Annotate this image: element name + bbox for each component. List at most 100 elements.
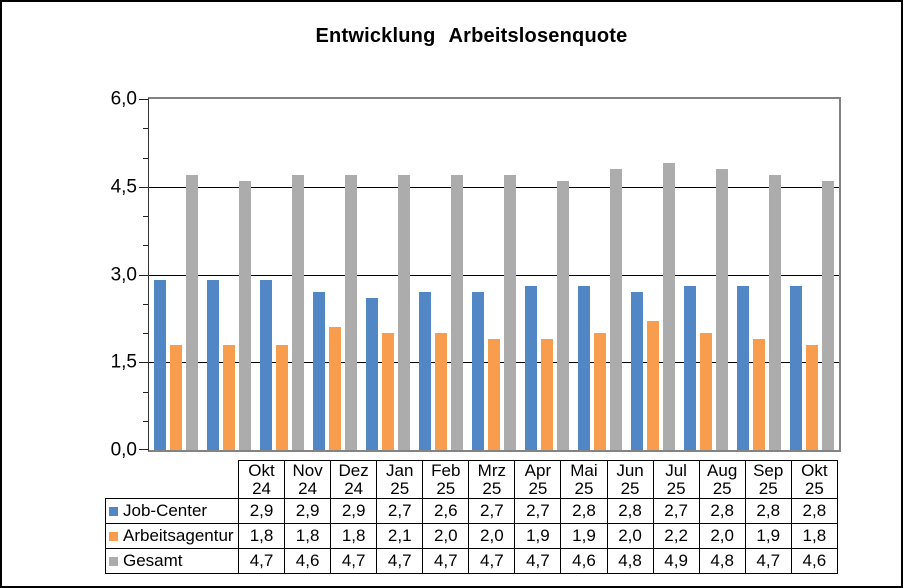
column-header-jun-25: Jun 25 <box>606 460 654 499</box>
bar-gesamt <box>822 180 835 450</box>
value-cell: 1,9 <box>514 523 562 549</box>
bar-arbeitsagentur <box>806 344 819 450</box>
value-cell: 2,0 <box>422 523 470 549</box>
bar-job-center <box>737 286 750 450</box>
value-cell: 1,9 <box>744 523 792 549</box>
y-tick-label: 0,0 <box>110 439 137 461</box>
value-cell: 4,8 <box>698 548 746 574</box>
value-cell: 4,7 <box>468 548 516 574</box>
value-cell: 2,7 <box>376 498 424 524</box>
y-minor-tick <box>143 421 148 422</box>
data-table: Okt 24 Nov 24 Dez 24 Jan 25 Feb 25 Mrz 25 Apr 25 Mai 25… <box>105 460 839 574</box>
bar-group-aug-25 <box>680 99 733 450</box>
value-cell: 2,9 <box>237 498 286 524</box>
y-axis-ticks <box>139 99 148 450</box>
y-minor-tick <box>143 216 148 217</box>
y-minor-tick <box>143 158 148 159</box>
value-cell: 4,7 <box>376 548 424 574</box>
y-tick-label: 1,5 <box>110 351 137 373</box>
bar-group-jun-25 <box>574 99 627 450</box>
y-major-tick <box>139 362 148 363</box>
y-minor-tick <box>143 304 148 305</box>
bar-arbeitsagentur <box>381 333 394 450</box>
bar-arbeitsagentur <box>488 338 500 450</box>
y-axis-labels: 6,0 4,5 3,0 1,5 0,0 <box>82 90 137 460</box>
value-cell: 2,1 <box>376 523 424 549</box>
value-cell: 2,0 <box>606 523 654 549</box>
bar-group-jul-25 <box>627 99 680 450</box>
value-cell: 4,6 <box>284 548 332 574</box>
bar-group-mai-25 <box>521 99 574 450</box>
bar-arbeitsagentur <box>594 333 607 450</box>
value-cell: 2,8 <box>560 498 608 524</box>
bar-gesamt <box>185 175 198 450</box>
y-minor-tick <box>143 128 148 129</box>
table-row-job-center: Job-Center 2,9 2,9 2,9 2,7 2,6 2,7 2,7 2,8 2,8 2,7… <box>105 498 839 524</box>
bar-group-dez-24 <box>255 99 308 450</box>
bar-gesamt <box>769 175 782 450</box>
value-cell: 2,8 <box>744 498 792 524</box>
bar-arbeitsagentur <box>275 344 288 450</box>
series-label-cell: Arbeitsagentur <box>105 523 239 549</box>
bar-job-center <box>365 297 378 450</box>
bar-gesamt <box>716 169 729 450</box>
column-header-mrz-25: Mrz 25 <box>468 460 516 499</box>
column-header-sep-25: Sep 25 <box>744 460 792 499</box>
bar-job-center <box>631 292 644 450</box>
value-cell: 2,0 <box>468 523 516 549</box>
column-header-dez-24: Dez 24 <box>330 460 378 499</box>
bar-job-center <box>259 280 272 450</box>
bar-job-center <box>312 292 325 450</box>
bar-group-okt-25 <box>786 99 839 450</box>
column-header-okt-25: Okt 25 <box>790 460 839 499</box>
value-cell: 4,7 <box>237 548 286 574</box>
series-label-cell: Job-Center <box>105 498 239 524</box>
value-cell: 2,7 <box>514 498 562 524</box>
value-cell: 4,7 <box>744 548 792 574</box>
bar-job-center <box>472 292 484 450</box>
column-header-aug-25: Aug 25 <box>698 460 746 499</box>
bar-group-okt-24 <box>149 99 202 450</box>
y-major-tick <box>139 99 148 100</box>
column-header-feb-25: Feb 25 <box>422 460 470 499</box>
gridline <box>149 186 839 188</box>
y-tick-label: 3,0 <box>110 264 137 285</box>
value-cell: 2,2 <box>652 523 700 549</box>
bar-gesamt <box>557 180 570 450</box>
value-cell: 1,8 <box>284 523 332 549</box>
bar-group-jan-25 <box>308 99 361 450</box>
bar-arbeitsagentur <box>541 338 554 450</box>
bar-arbeitsagentur <box>753 338 766 450</box>
value-cell: 1,8 <box>330 523 378 549</box>
value-cell: 1,8 <box>790 523 839 549</box>
value-cell: 2,0 <box>698 523 746 549</box>
bar-gesamt <box>450 175 463 450</box>
value-cell: 4,7 <box>330 548 378 574</box>
y-minor-tick <box>143 392 148 393</box>
value-cell: 4,9 <box>652 548 700 574</box>
bar-arbeitsagentur <box>328 327 341 450</box>
bar-group-apr-25 <box>467 99 520 450</box>
bar-arbeitsagentur <box>169 344 182 450</box>
bar-arbeitsagentur <box>647 321 660 450</box>
bar-job-center <box>525 286 538 450</box>
table-header-row: Okt 24 Nov 24 Dez 24 Jan 25 Feb 25 Mrz 25 Apr 25 Mai 25… <box>106 460 839 499</box>
bar-arbeitsagentur <box>700 333 713 450</box>
column-header-mai-25: Mai 25 <box>560 460 608 499</box>
column-header-jan-25: Jan 25 <box>376 460 424 499</box>
y-minor-tick <box>143 245 148 246</box>
series-label: Gesamt <box>123 551 183 570</box>
series-label: Job-Center <box>123 501 208 520</box>
plot-area <box>148 97 841 452</box>
bar-gesamt <box>610 169 623 450</box>
y-major-tick <box>139 275 148 276</box>
bar-group-mrz-25 <box>414 99 467 450</box>
bar-gesamt <box>504 175 516 450</box>
bar-arbeitsagentur <box>434 333 447 450</box>
chart-title: Entwicklung Arbeitslosenquote <box>315 25 628 47</box>
value-cell: 2,8 <box>698 498 746 524</box>
bar-job-center <box>418 292 431 450</box>
y-tick-label: 6,0 <box>110 88 137 110</box>
bar-gesamt <box>397 175 410 450</box>
table-corner-cell <box>106 461 239 499</box>
